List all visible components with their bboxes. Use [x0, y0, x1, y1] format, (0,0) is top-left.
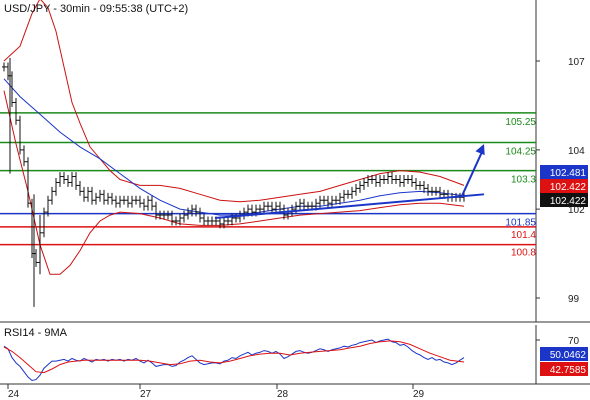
- chart-title: USD/JPY - 30min - 09:55:38 (UTC+2): [4, 3, 188, 15]
- bollinger-upper: [3, 0, 465, 203]
- price-tag-label: 102.481: [550, 168, 587, 179]
- rsi-title: RSI14 - 9MA: [4, 327, 68, 339]
- x-tick-label: 28: [277, 389, 289, 400]
- price-panel: 105.25104.25103.3101.85101.4100.89910210…: [0, 0, 590, 323]
- resistance-label: 105.25: [505, 117, 536, 128]
- price-tag: [540, 179, 588, 193]
- resistance-label: 103.3: [511, 175, 536, 186]
- price-bars: [2, 58, 466, 307]
- y-tick-label: 107: [568, 57, 585, 68]
- rsi-tag: [540, 347, 588, 361]
- rsi-panel: 70 50.0462 42.7585: [0, 325, 590, 385]
- projection-line: [461, 151, 483, 197]
- rsi-tag: [540, 362, 588, 376]
- rsi-tag-label: 42.7585: [550, 365, 587, 376]
- price-tag: [540, 165, 588, 179]
- trendline: [214, 193, 485, 220]
- support-label: 100.8: [511, 248, 536, 259]
- bollinger-lower: [3, 90, 465, 275]
- pivot-label: 101.85: [505, 218, 536, 229]
- x-tick-label: 29: [413, 389, 425, 400]
- price-tag-label: 102.422: [550, 196, 587, 207]
- rsi-tag-label: 50.0462: [550, 350, 587, 361]
- moving-average: [3, 78, 465, 216]
- projection-arrowhead: [475, 143, 485, 156]
- rsi-y-tick-label: 70: [568, 336, 580, 347]
- resistance-label: 104.25: [505, 146, 536, 157]
- y-tick-label: 104: [568, 146, 585, 157]
- x-tick-label: 24: [8, 389, 20, 400]
- y-tick-label: 102: [568, 205, 585, 216]
- x-tick-label: 27: [140, 389, 152, 400]
- price-tag-label: 102.422: [550, 182, 587, 193]
- rsi-ma-line: [3, 340, 465, 374]
- y-tick-label: 99: [568, 294, 580, 305]
- x-axis: 24 27 28 29: [7, 384, 425, 400]
- price-tag: [540, 193, 588, 207]
- support-label: 101.4: [511, 230, 536, 241]
